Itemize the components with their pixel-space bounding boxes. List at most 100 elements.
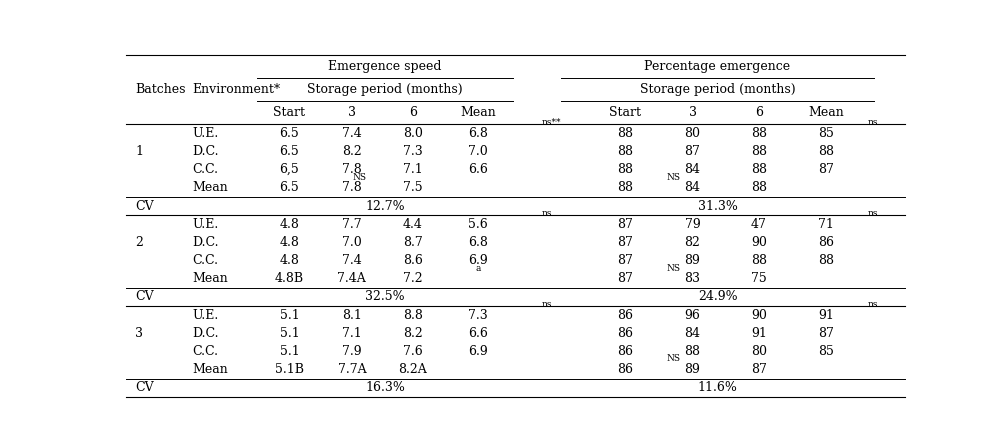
Text: 84: 84 [684,182,700,194]
Text: 6.5: 6.5 [280,182,300,194]
Text: D.C.: D.C. [192,145,218,158]
Text: 88: 88 [750,145,767,158]
Text: Mean: Mean [192,363,227,376]
Text: 7.3: 7.3 [468,309,488,321]
Text: Start: Start [274,106,306,119]
Text: 6.9: 6.9 [468,254,488,267]
Text: 91: 91 [750,327,767,340]
Text: 7.2: 7.2 [402,272,423,285]
Text: 82: 82 [685,236,700,249]
Text: NS: NS [353,173,366,182]
Text: D.C.: D.C. [192,236,218,249]
Text: 8.7: 8.7 [402,236,423,249]
Text: 88: 88 [617,182,633,194]
Text: 4.8: 4.8 [280,254,300,267]
Text: 7.1: 7.1 [402,163,423,176]
Text: 8.0: 8.0 [402,127,423,140]
Text: 6.5: 6.5 [280,127,300,140]
Text: C.C.: C.C. [192,345,218,358]
Text: 5.6: 5.6 [468,218,488,231]
Text: 16.3%: 16.3% [365,381,405,394]
Text: 6.5: 6.5 [280,145,300,158]
Text: CV: CV [135,381,154,394]
Text: Batches: Batches [135,83,185,96]
Text: CV: CV [135,290,154,303]
Text: 80: 80 [684,127,700,140]
Text: 7.6: 7.6 [402,345,423,358]
Text: 90: 90 [750,309,767,321]
Text: 88: 88 [818,254,834,267]
Text: 88: 88 [750,254,767,267]
Text: 6.6: 6.6 [468,163,488,176]
Text: 88: 88 [684,345,700,358]
Text: 8.2A: 8.2A [398,363,427,376]
Text: 86: 86 [617,363,633,376]
Text: 7.4: 7.4 [342,254,362,267]
Text: 71: 71 [818,218,834,231]
Text: 4.8B: 4.8B [275,272,304,285]
Text: Environment*: Environment* [192,83,280,96]
Text: a: a [476,264,481,273]
Text: C.C.: C.C. [192,254,218,267]
Text: 79: 79 [685,218,700,231]
Text: Start: Start [609,106,641,119]
Text: 5.1: 5.1 [280,327,300,340]
Text: 88: 88 [818,145,834,158]
Text: 85: 85 [818,127,834,140]
Text: 7.8: 7.8 [342,182,362,194]
Text: NS: NS [667,173,681,182]
Text: 3: 3 [135,327,143,340]
Text: Storage period (months): Storage period (months) [307,83,463,96]
Text: 89: 89 [685,363,700,376]
Text: U.E.: U.E. [192,218,218,231]
Text: Mean: Mean [808,106,844,119]
Text: 86: 86 [617,345,633,358]
Text: D.C.: D.C. [192,327,218,340]
Text: 6.9: 6.9 [468,345,488,358]
Text: ns: ns [868,118,878,127]
Text: 87: 87 [617,272,633,285]
Text: 7.7: 7.7 [342,218,362,231]
Text: ns: ns [868,209,878,218]
Text: 6.8: 6.8 [468,127,488,140]
Text: 75: 75 [750,272,767,285]
Text: 24.9%: 24.9% [698,290,737,303]
Text: 8.2: 8.2 [342,145,362,158]
Text: U.E.: U.E. [192,309,218,321]
Text: CV: CV [135,199,154,213]
Text: 87: 87 [818,163,834,176]
Text: Percentage emergence: Percentage emergence [645,60,791,73]
Text: 12.7%: 12.7% [365,199,404,213]
Text: Mean: Mean [461,106,496,119]
Text: 88: 88 [750,163,767,176]
Text: Mean: Mean [192,272,227,285]
Text: 6: 6 [408,106,416,119]
Text: Storage period (months): Storage period (months) [640,83,796,96]
Text: 85: 85 [818,345,834,358]
Text: 8.6: 8.6 [402,254,423,267]
Text: 87: 87 [617,254,633,267]
Text: 3: 3 [688,106,696,119]
Text: Mean: Mean [192,182,227,194]
Text: 7.4A: 7.4A [337,272,366,285]
Text: 91: 91 [818,309,834,321]
Text: 84: 84 [684,327,700,340]
Text: 87: 87 [685,145,700,158]
Text: U.E.: U.E. [192,127,218,140]
Text: 11.6%: 11.6% [697,381,737,394]
Text: 84: 84 [684,163,700,176]
Text: 7.7A: 7.7A [338,363,366,376]
Text: 88: 88 [617,127,633,140]
Text: 87: 87 [617,218,633,231]
Text: 80: 80 [750,345,767,358]
Text: 6.8: 6.8 [468,236,488,249]
Text: NS: NS [667,264,681,273]
Text: ns: ns [541,209,552,218]
Text: Emergence speed: Emergence speed [328,60,442,73]
Text: 88: 88 [617,145,633,158]
Text: 8.1: 8.1 [342,309,362,321]
Text: C.C.: C.C. [192,163,218,176]
Text: 7.0: 7.0 [468,145,488,158]
Text: 4.8: 4.8 [280,236,300,249]
Text: 88: 88 [750,182,767,194]
